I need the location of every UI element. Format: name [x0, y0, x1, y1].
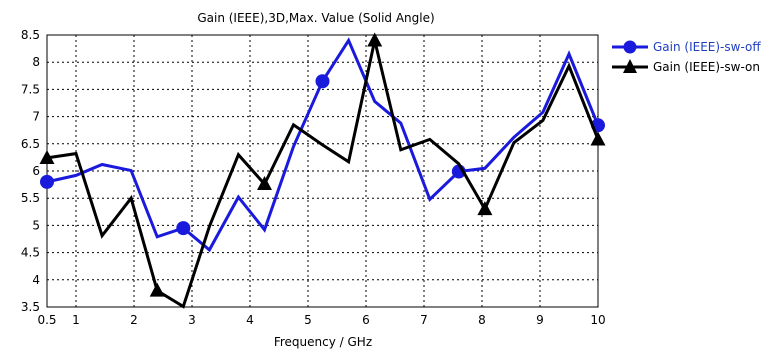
x-tick-label: 8 — [478, 313, 486, 327]
x-tick-label: 9 — [536, 313, 544, 327]
y-tick-label: 5.5 — [21, 191, 40, 205]
data-point-triangle — [39, 149, 55, 164]
legend-triangle-marker-icon — [623, 59, 637, 73]
plot-area-frame — [46, 34, 599, 308]
x-tick-label: 10 — [590, 313, 605, 327]
y-tick-label: 4 — [32, 273, 40, 287]
data-point-triangle — [367, 32, 383, 47]
series-line-sw-on — [46, 40, 600, 309]
y-tick-label: 7 — [32, 110, 40, 124]
x-tick-label: 2 — [130, 313, 138, 327]
data-point-triangle — [149, 282, 165, 297]
x-tick-label: 0.5 — [37, 313, 56, 327]
x-tick-label: 7 — [420, 313, 428, 327]
y-tick-label: 3.5 — [21, 300, 40, 314]
y-tick-label: 6 — [32, 164, 40, 178]
x-tick-label: 1 — [72, 313, 80, 327]
data-point-circle — [315, 74, 330, 89]
x-axis-tick-labels: 0.5 1 2 3 4 5 6 7 8 9 10 — [37, 313, 605, 327]
data-point-triangle — [477, 201, 493, 216]
y-tick-label: 8 — [32, 55, 40, 69]
data-point-circle — [40, 174, 54, 189]
y-tick-label: 7.5 — [21, 82, 40, 96]
chart-title: Gain (IEEE),3D,Max. Value (Solid Angle) — [197, 11, 434, 25]
x-tick-label: 4 — [246, 313, 254, 327]
data-point-circle — [176, 221, 191, 236]
y-tick-label: 5 — [32, 218, 40, 232]
x-tick-label: 6 — [362, 313, 370, 327]
legend[interactable]: Gain (IEEE)-sw-off Gain (IEEE)-sw-on — [612, 40, 761, 74]
y-tick-label: 6.5 — [21, 137, 40, 151]
legend-label-sw-on: Gain (IEEE)-sw-on — [653, 60, 760, 74]
legend-label-sw-off: Gain (IEEE)-sw-off — [653, 40, 761, 54]
data-point-triangle — [590, 131, 606, 146]
y-axis-tick-labels: 3.5 4 4.5 5 5.5 6 6.5 7 7.5 8 8.5 — [21, 28, 40, 314]
legend-circle-marker-icon — [623, 40, 637, 54]
data-point-triangle — [257, 176, 272, 191]
x-axis-label: Frequency / GHz — [274, 335, 372, 349]
y-tick-label: 8.5 — [21, 28, 40, 42]
x-tick-label: 3 — [188, 313, 196, 327]
y-tick-label: 4.5 — [21, 246, 40, 260]
series-layer — [39, 32, 606, 309]
x-tick-label: 5 — [304, 313, 312, 327]
